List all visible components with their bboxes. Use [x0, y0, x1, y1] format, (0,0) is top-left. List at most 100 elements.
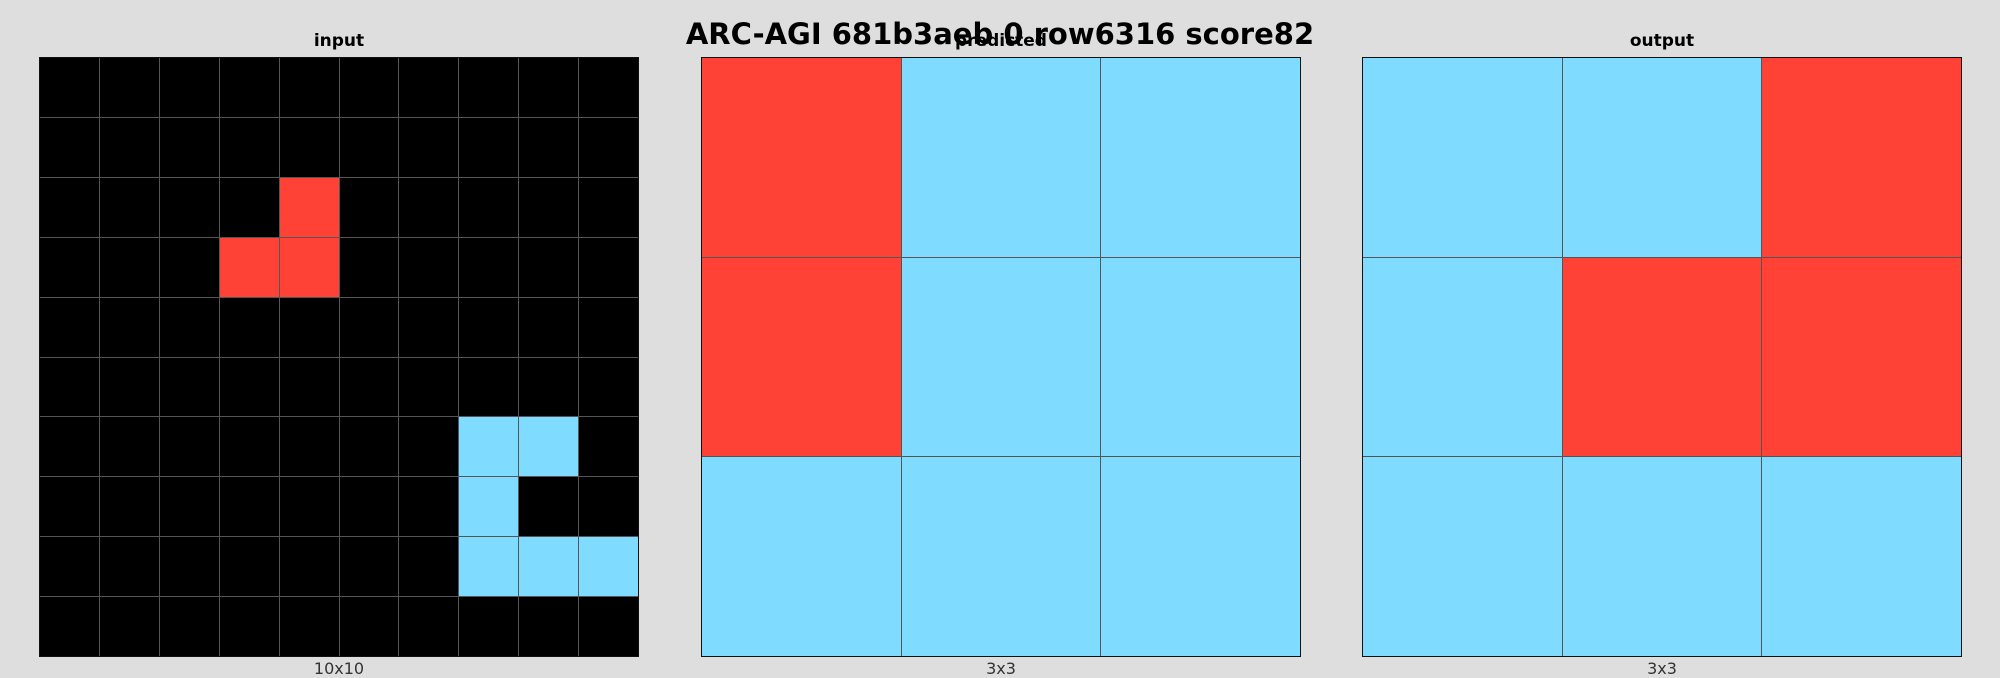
predicted-grid-cell — [901, 257, 1101, 457]
output-grid-cell — [1363, 257, 1562, 457]
output-grid-cell — [1762, 257, 1961, 457]
input-grid-cell — [40, 537, 99, 597]
input-grid-cell — [399, 237, 459, 297]
input-grid-cell — [99, 117, 159, 177]
input-grid-cell — [459, 597, 519, 656]
input-grid-cell — [159, 357, 219, 417]
output-size-label: 3x3 — [1647, 659, 1677, 678]
output-grid-cell — [1562, 257, 1762, 457]
input-grid-cell — [159, 477, 219, 537]
input-grid-cell — [459, 177, 519, 237]
input-grid-cell — [519, 537, 579, 597]
input-grid-cell — [519, 237, 579, 297]
output-panel-title: output — [1629, 31, 1695, 51]
output-grid-cell — [1762, 457, 1961, 656]
input-grid-cell — [579, 477, 638, 537]
input-grid-cell — [399, 537, 459, 597]
input-grid-cell — [159, 237, 219, 297]
input-grid-cell — [279, 297, 339, 357]
input-grid-cell — [339, 297, 399, 357]
predicted-grid-cell — [901, 457, 1101, 656]
predicted-grid-cell — [1101, 58, 1300, 257]
input-grid-cell — [99, 597, 159, 656]
input-grid-cell — [459, 417, 519, 477]
input-grid-cell — [579, 537, 638, 597]
input-grid-cell — [40, 477, 99, 537]
predicted-panel: predicted 3x3 — [701, 0, 1301, 678]
input-grid-cell — [159, 417, 219, 477]
input-panel: input 10x10 — [39, 0, 639, 678]
input-grid-cell — [579, 58, 638, 117]
input-grid-cell — [99, 417, 159, 477]
input-grid-cell — [219, 357, 279, 417]
predicted-panel-title: predicted — [955, 31, 1047, 51]
input-grid-cell — [579, 237, 638, 297]
input-grid-cell — [339, 237, 399, 297]
input-grid-cell — [279, 58, 339, 117]
predicted-grid — [701, 57, 1301, 657]
input-grid-cell — [159, 58, 219, 117]
input-grid-cell — [279, 477, 339, 537]
input-grid-cell — [219, 417, 279, 477]
input-grid-cell — [159, 177, 219, 237]
input-grid-cell — [399, 477, 459, 537]
input-grid-cell — [99, 297, 159, 357]
input-grid-cell — [519, 58, 579, 117]
input-grid-cell — [219, 597, 279, 656]
predicted-grid-cell — [1101, 257, 1300, 457]
input-grid-cell — [519, 357, 579, 417]
input-grid-cell — [279, 237, 339, 297]
input-grid-cell — [159, 537, 219, 597]
input-grid-cell — [219, 477, 279, 537]
input-grid-cell — [99, 177, 159, 237]
input-grid-cell — [579, 417, 638, 477]
input-grid-cell — [279, 117, 339, 177]
input-grid-cell — [519, 477, 579, 537]
input-grid-cell — [279, 357, 339, 417]
input-grid-cell — [219, 297, 279, 357]
input-grid-cell — [519, 297, 579, 357]
predicted-grid-cell — [702, 257, 901, 457]
predicted-grid-cell — [1101, 457, 1300, 656]
output-grid-cell — [1363, 58, 1562, 257]
input-grid-cell — [399, 58, 459, 117]
input-grid-cell — [459, 297, 519, 357]
input-grid-cell — [279, 537, 339, 597]
input-grid-cell — [99, 58, 159, 117]
input-grid-cell — [219, 177, 279, 237]
input-grid-cell — [40, 297, 99, 357]
input-grid-cell — [519, 117, 579, 177]
input-grid-cell — [579, 597, 638, 656]
input-grid-cell — [519, 417, 579, 477]
input-grid-cell — [399, 357, 459, 417]
input-grid-cell — [99, 477, 159, 537]
input-grid-cell — [459, 537, 519, 597]
output-grid-cell — [1562, 457, 1762, 656]
input-grid-cell — [459, 237, 519, 297]
input-grid-cell — [459, 477, 519, 537]
input-grid-cell — [40, 58, 99, 117]
output-grid-cell — [1363, 457, 1562, 656]
input-grid-cell — [40, 177, 99, 237]
input-grid-cell — [219, 537, 279, 597]
input-grid-cell — [40, 417, 99, 477]
input-grid-cell — [279, 417, 339, 477]
input-grid-cell — [519, 597, 579, 656]
predicted-grid-cell — [702, 58, 901, 257]
input-grid-cell — [519, 177, 579, 237]
input-grid-cell — [40, 117, 99, 177]
input-grid-cell — [219, 237, 279, 297]
predicted-grid-cell — [702, 457, 901, 656]
input-grid-cell — [219, 58, 279, 117]
input-grid-cell — [339, 58, 399, 117]
input-grid-cell — [579, 357, 638, 417]
input-grid-cell — [339, 117, 399, 177]
input-grid-cell — [579, 297, 638, 357]
input-grid-cell — [579, 177, 638, 237]
input-grid-cell — [279, 597, 339, 656]
input-grid-cell — [339, 417, 399, 477]
input-grid-cell — [279, 177, 339, 237]
input-grid-cell — [159, 597, 219, 656]
input-grid-cell — [399, 417, 459, 477]
input-grid-cell — [399, 177, 459, 237]
